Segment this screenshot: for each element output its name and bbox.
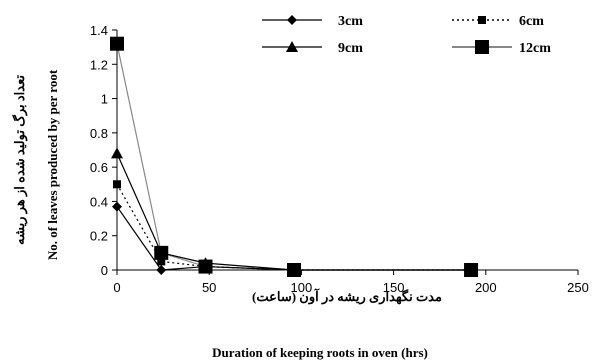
legend-item-12cm: 12cm [452,40,551,56]
data-point-6cm [157,257,166,266]
x-tick-label: 200 [475,280,497,295]
series-line-3cm [116,206,472,271]
legend-item-9cm: 9cm [262,41,363,56]
data-point-6cm [113,180,121,189]
y-tick-labels: 0 0.2 0.4 0.6 0.8 1 1.2 1.4 [90,23,117,278]
y-tick-label: 0.8 [90,126,108,141]
data-point-9cm [111,147,123,159]
legend-label: 6cm [519,14,544,29]
y-tick-label: 0.6 [90,160,108,175]
x-tick-label: 0 [113,280,120,295]
square-marker-icon [478,16,486,24]
x-axis-title-english: Duration of keeping roots in oven (hrs) [212,345,428,360]
x-axis-title-persian: مدت نگهداری ریشه در آون (ساعت) [252,288,442,305]
data-point-9cm [155,246,168,258]
data-point-3cm [289,265,300,275]
y-axis-title-persian: تعداد برگ تولید شده از هر ریشه [11,75,28,245]
series-line-12cm [116,43,472,271]
square-marker-icon [475,40,489,54]
x-tick-label: 50 [202,280,216,295]
data-point-3cm [200,261,211,272]
y-axis-title-english: No. of leaves produced by per root [45,69,60,260]
legend-label: 3cm [338,14,363,29]
legend-label: 12cm [519,41,551,56]
y-tick-label: 0.4 [90,194,108,209]
y-tick-label: 0 [101,263,108,278]
diamond-marker-icon [287,15,297,25]
series-line-6cm [116,183,472,271]
y-tick-label: 1.4 [90,23,108,38]
legend-item-6cm: 6cm [452,14,544,29]
legend: 3cm 6cm 9cm 12cm [262,14,551,56]
data-point-3cm [112,201,122,212]
legend-item-3cm: 3cm [262,14,363,29]
x-tick-label: 150 [383,280,405,295]
series-layer [110,36,479,277]
series-line-9cm [116,153,472,271]
y-tick-label: 0.2 [90,229,108,244]
legend-label: 9cm [338,41,363,56]
y-tick-label: 1 [101,92,108,107]
x-tick-label: 250 [567,280,589,295]
triangle-marker-icon [286,41,298,52]
data-point-12cm [110,36,124,51]
y-tick-label: 1.2 [90,57,108,72]
x-tick-label: 100 [291,280,313,295]
data-point-3cm [466,265,477,275]
x-tick-labels: 0 50 100 150 200 250 [113,270,589,295]
data-point-3cm [156,265,167,275]
axes [116,30,578,271]
